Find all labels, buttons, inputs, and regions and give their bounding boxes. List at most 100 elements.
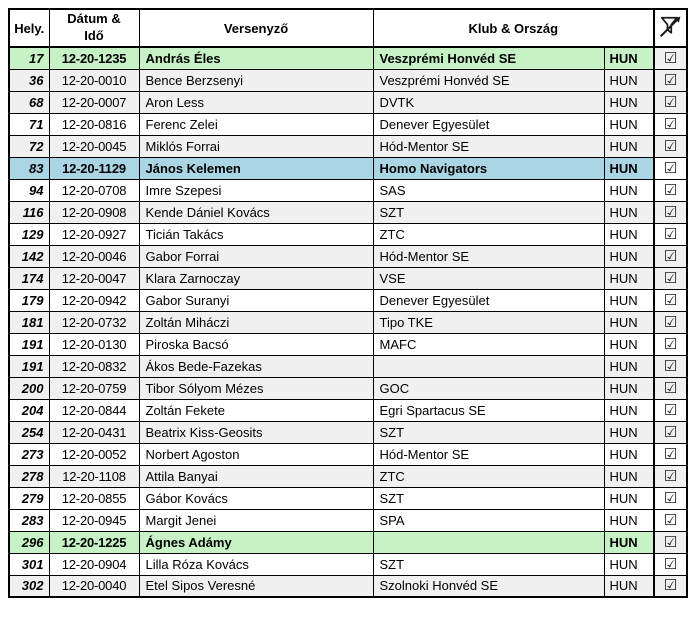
datetime-cell: 12-20-0130	[48, 332, 140, 356]
row-checkbox[interactable]: ☑	[663, 467, 678, 485]
club-cell: Homo Navigators	[372, 156, 605, 180]
checkbox-cell: ☑	[653, 266, 688, 290]
row-checkbox[interactable]: ☑	[663, 335, 678, 353]
country-cell: HUN	[603, 134, 655, 158]
row-checkbox[interactable]: ☑	[663, 489, 678, 507]
datetime-cell: 12-20-0045	[48, 134, 140, 158]
place-cell: 181	[8, 310, 50, 334]
place-cell: 174	[8, 266, 50, 290]
table-row[interactable]: 273 12-20-0052 Norbert Agoston Hód-Mentor S…	[8, 442, 688, 466]
row-checkbox[interactable]: ☑	[663, 225, 678, 243]
competitor-cell: Zoltán Fekete	[138, 398, 374, 422]
table-row[interactable]: 116 12-20-0908 Kende Dániel Kovács SZT HUN ☑	[8, 200, 688, 224]
row-checkbox[interactable]: ☑	[663, 577, 678, 595]
competitor-cell: Margit Jenei	[138, 508, 374, 532]
row-checkbox[interactable]: ☑	[663, 379, 678, 397]
competitor-cell: Kende Dániel Kovács	[138, 200, 374, 224]
datetime-cell: 12-20-0832	[48, 354, 140, 378]
checkbox-cell: ☑	[653, 310, 688, 334]
place-cell: 191	[8, 332, 50, 356]
table-row[interactable]: 181 12-20-0732 Zoltán Miháczi Tipo TKE HUN ☑	[8, 310, 688, 334]
country-cell: HUN	[603, 266, 655, 290]
place-cell: 191	[8, 354, 50, 378]
table-row[interactable]: 129 12-20-0927 Ticián Takács ZTC HUN ☑	[8, 222, 688, 246]
country-cell: HUN	[603, 442, 655, 466]
row-checkbox[interactable]: ☑	[663, 203, 678, 221]
country-cell: HUN	[603, 354, 655, 378]
competitor-cell: Imre Szepesi	[138, 178, 374, 202]
header-row: Hely. Dátum & Idő Versenyző Klub & Orszá…	[8, 8, 688, 48]
table-row[interactable]: 279 12-20-0855 Gábor Kovács SZT HUN ☑	[8, 486, 688, 510]
table-row[interactable]: 94 12-20-0708 Imre Szepesi SAS HUN ☑	[8, 178, 688, 202]
row-checkbox[interactable]: ☑	[663, 511, 678, 529]
row-checkbox[interactable]: ☑	[663, 71, 678, 89]
row-checkbox[interactable]: ☑	[663, 555, 678, 573]
table-row[interactable]: 36 12-20-0010 Bence Berzsenyi Veszprémi Hon…	[8, 68, 688, 92]
club-cell: Hód-Mentor SE	[372, 134, 605, 158]
filter-button[interactable]	[657, 13, 684, 40]
place-cell: 83	[8, 156, 50, 180]
table-row[interactable]: 278 12-20-1108 Attila Banyai ZTC HUN ☑	[8, 464, 688, 488]
row-checkbox[interactable]: ☑	[663, 269, 678, 287]
checkbox-cell: ☑	[653, 574, 688, 598]
row-checkbox[interactable]: ☑	[663, 247, 678, 265]
competitor-cell: Beatrix Kiss-Geosits	[138, 420, 374, 444]
table-row[interactable]: 179 12-20-0942 Gabor Suranyi Denever Egyesü…	[8, 288, 688, 312]
table-row[interactable]: 302 12-20-0040 Etel Sipos Veresné Szolnoki …	[8, 574, 688, 598]
country-cell: HUN	[603, 156, 655, 180]
table-row[interactable]: 174 12-20-0047 Klara Zarnoczay VSE HUN ☑	[8, 266, 688, 290]
competitor-cell: Zoltán Miháczi	[138, 310, 374, 334]
table-row[interactable]: 68 12-20-0007 Aron Less DVTK HUN ☑	[8, 90, 688, 114]
table-row[interactable]: 191 12-20-0832 Ákos Bede-Fazekas HUN ☑	[8, 354, 688, 378]
table-row[interactable]: 301 12-20-0904 Lilla Róza Kovács SZT HUN ☑	[8, 552, 688, 576]
table-row[interactable]: 296 12-20-1225 Ágnes Adámy HUN ☑	[8, 530, 688, 554]
country-cell: HUN	[603, 244, 655, 268]
competitor-cell: Aron Less	[138, 90, 374, 114]
row-checkbox[interactable]: ☑	[663, 291, 678, 309]
country-cell: HUN	[603, 68, 655, 92]
country-cell: HUN	[603, 552, 655, 576]
place-cell: 296	[8, 530, 50, 554]
table-row[interactable]: 200 12-20-0759 Tibor Sólyom Mézes GOC HUN ☑	[8, 376, 688, 400]
club-cell: Veszprémi Honvéd SE	[372, 46, 605, 70]
country-cell: HUN	[603, 508, 655, 532]
row-checkbox[interactable]: ☑	[663, 423, 678, 441]
checkbox-cell: ☑	[653, 46, 688, 70]
place-cell: 94	[8, 178, 50, 202]
row-checkbox[interactable]: ☑	[663, 49, 678, 67]
row-checkbox[interactable]: ☑	[663, 137, 678, 155]
row-checkbox[interactable]: ☑	[663, 401, 678, 419]
table-row[interactable]: 283 12-20-0945 Margit Jenei SPA HUN ☑	[8, 508, 688, 532]
competitor-cell: Etel Sipos Veresné	[138, 574, 374, 598]
table-row[interactable]: 254 12-20-0431 Beatrix Kiss-Geosits SZT HUN ☑	[8, 420, 688, 444]
datetime-cell: 12-20-0927	[48, 222, 140, 246]
table-row[interactable]: 83 12-20-1129 János Kelemen Homo Navigators…	[8, 156, 688, 180]
row-checkbox[interactable]: ☑	[663, 533, 678, 551]
table-row[interactable]: 142 12-20-0046 Gabor Forrai Hód-Mentor SE HU…	[8, 244, 688, 268]
competitor-cell: Norbert Agoston	[138, 442, 374, 466]
competitors-table: Hely. Dátum & Idő Versenyző Klub & Orszá…	[8, 8, 689, 598]
row-checkbox[interactable]: ☑	[663, 357, 678, 375]
club-cell: ZTC	[372, 464, 605, 488]
row-checkbox[interactable]: ☑	[663, 159, 678, 177]
row-checkbox[interactable]: ☑	[663, 181, 678, 199]
table-row[interactable]: 191 12-20-0130 Piroska Bacsó MAFC HUN ☑	[8, 332, 688, 356]
row-checkbox[interactable]: ☑	[663, 313, 678, 331]
competitor-cell: Ferenc Zelei	[138, 112, 374, 136]
datetime-cell: 12-20-0007	[48, 90, 140, 114]
place-cell: 278	[8, 464, 50, 488]
table-row[interactable]: 71 12-20-0816 Ferenc Zelei Denever Egyesüle…	[8, 112, 688, 136]
table-row[interactable]: 72 12-20-0045 Miklós Forrai Hód-Mentor SE HU…	[8, 134, 688, 158]
table-row[interactable]: 204 12-20-0844 Zoltán Fekete Egri Spartacus…	[8, 398, 688, 422]
datetime-cell: 12-20-0855	[48, 486, 140, 510]
competitor-cell: Bence Berzsenyi	[138, 68, 374, 92]
datetime-cell: 12-20-0052	[48, 442, 140, 466]
place-cell: 200	[8, 376, 50, 400]
place-cell: 71	[8, 112, 50, 136]
row-checkbox[interactable]: ☑	[663, 445, 678, 463]
club-cell: SZT	[372, 420, 605, 444]
club-cell: ZTC	[372, 222, 605, 246]
table-row[interactable]: 17 12-20-1235 András Éles Veszprémi Honvéd …	[8, 46, 688, 70]
row-checkbox[interactable]: ☑	[663, 115, 678, 133]
row-checkbox[interactable]: ☑	[663, 93, 678, 111]
